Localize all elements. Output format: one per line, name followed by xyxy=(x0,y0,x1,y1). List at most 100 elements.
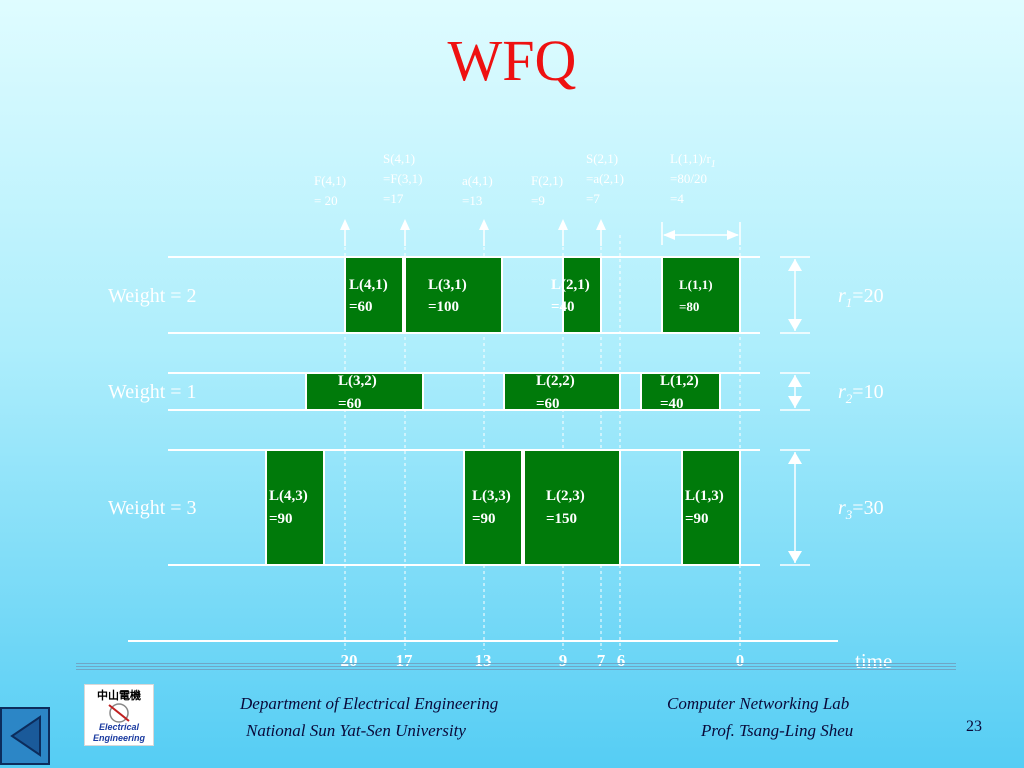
rate-value: =20 xyxy=(852,285,883,307)
rate-subscript: 3 xyxy=(845,507,853,522)
rate-symbol: r xyxy=(838,497,846,519)
rate-symbol: r xyxy=(838,381,846,403)
footer-department: Department of Electrical Engineering xyxy=(240,694,499,713)
arrowhead-icon xyxy=(788,259,802,271)
packet-length-label: L(3,2) xyxy=(338,373,377,389)
packet-length-value: =40 xyxy=(551,299,575,315)
packet-length-label: L(2,1) xyxy=(551,277,590,293)
event-annotation: =4 xyxy=(670,191,684,206)
wfq-diagram: L(4,1)=60L(3,1)=100L(2,1)=40L(1,1)=80Wei… xyxy=(108,151,884,670)
packet-length-value: =90 xyxy=(685,511,709,527)
left-arrow-icon xyxy=(663,230,675,240)
page-number: 23 xyxy=(966,718,982,735)
footer-lab: Computer Networking Lab xyxy=(667,694,850,713)
up-arrow-icon xyxy=(596,219,606,230)
time-tick-label: 20 xyxy=(341,651,358,670)
packet-box xyxy=(640,372,721,411)
department-logo: 中山電機 Electrical Engineering xyxy=(84,684,154,746)
packet-length-value: =90 xyxy=(269,511,293,527)
event-annotation: F(2,1) xyxy=(531,173,563,188)
weight-label: Weight = 3 xyxy=(108,497,197,519)
packet-length-value: =80 xyxy=(679,299,699,314)
time-tick-label: 9 xyxy=(559,651,568,670)
time-tick-label: 6 xyxy=(617,651,626,670)
time-tick-label: 0 xyxy=(736,651,745,670)
event-annotation: L(1,1)/r1 xyxy=(670,151,716,170)
event-annotation: F(4,1) xyxy=(314,173,346,188)
up-arrow-icon xyxy=(400,219,410,230)
packet-box xyxy=(305,372,424,411)
annotation-subscript: 1 xyxy=(711,159,716,170)
packet-length-label: L(2,3) xyxy=(546,488,585,504)
footer-divider-3 xyxy=(76,669,956,670)
rate-label: r1=20 xyxy=(838,285,884,310)
arrowhead-icon xyxy=(788,452,802,464)
arrowhead-icon xyxy=(788,319,802,331)
packet-box xyxy=(503,372,621,411)
rate-value: =30 xyxy=(852,497,883,519)
event-annotation: = 20 xyxy=(314,193,338,208)
footer-university: National Sun Yat-Sen University xyxy=(246,721,466,740)
event-annotation: =a(2,1) xyxy=(586,171,624,186)
rate-label: r3=30 xyxy=(838,497,884,522)
rate-subscript: 2 xyxy=(846,391,853,406)
event-annotation: =F(3,1) xyxy=(383,171,422,186)
footer-divider xyxy=(76,663,956,664)
logo-chinese: 中山電機 xyxy=(97,688,141,702)
event-annotation: =13 xyxy=(462,193,482,208)
packet-box xyxy=(344,256,404,334)
rate-subscript: 1 xyxy=(846,295,853,310)
event-annotation: =7 xyxy=(586,191,600,206)
packet-length-label: L(2,2) xyxy=(536,373,575,389)
packet-length-value: =60 xyxy=(338,396,362,412)
time-tick-label: 7 xyxy=(597,651,606,670)
logo-line1: Electrical xyxy=(99,722,140,732)
packet-length-label: L(1,3) xyxy=(685,488,724,504)
packet-length-label: L(3,3) xyxy=(472,488,511,504)
time-tick-label: 17 xyxy=(396,651,414,670)
up-arrow-icon xyxy=(558,219,568,230)
weight-label: Weight = 2 xyxy=(108,285,197,307)
event-annotation: =80/20 xyxy=(670,171,707,186)
up-arrow-icon xyxy=(479,219,489,230)
packet-box xyxy=(463,449,523,566)
event-annotation: S(4,1) xyxy=(383,151,415,166)
up-arrow-icon xyxy=(340,219,350,230)
logo-graphic: 中山電機 Electrical Engineering xyxy=(93,688,146,743)
footer-professor: Prof. Tsang-Ling Sheu xyxy=(701,721,854,740)
rate-symbol: r xyxy=(838,285,846,307)
packet-box xyxy=(404,256,503,334)
arrowhead-icon xyxy=(788,396,802,408)
slide-title: WFQ xyxy=(447,28,577,93)
packet-box xyxy=(523,449,621,566)
packet-box xyxy=(562,256,602,334)
packet-length-label: L(4,3) xyxy=(269,488,308,504)
packet-box xyxy=(265,449,325,566)
arrowhead-icon xyxy=(788,551,802,563)
packet-length-value: =60 xyxy=(536,396,560,412)
rate-label: r2=10 xyxy=(838,381,884,406)
rate-value: =10 xyxy=(852,381,883,403)
arrowhead-icon xyxy=(788,375,802,387)
event-annotation: =9 xyxy=(531,193,545,208)
event-annotation: =17 xyxy=(383,191,404,206)
packet-length-value: =60 xyxy=(349,299,373,315)
packet-length-value: =90 xyxy=(472,511,496,527)
packet-length-label: L(4,1) xyxy=(349,277,388,293)
back-button[interactable] xyxy=(0,707,50,765)
right-arrow-icon xyxy=(727,230,739,240)
packet-length-value: =100 xyxy=(428,299,459,315)
packet-length-value: =150 xyxy=(546,511,577,527)
footer-divider-2 xyxy=(76,666,956,667)
logo-line2: Engineering xyxy=(93,733,146,743)
packet-length-label: L(1,2) xyxy=(660,373,699,389)
time-tick-label: 13 xyxy=(475,651,492,670)
event-annotation: a(4,1) xyxy=(462,173,493,188)
event-annotation: S(2,1) xyxy=(586,151,618,166)
packet-length-label: L(1,1) xyxy=(679,277,713,292)
packet-length-label: L(3,1) xyxy=(428,277,467,293)
packet-box xyxy=(661,256,741,334)
packet-length-value: =40 xyxy=(660,396,684,412)
back-arrow-icon xyxy=(10,715,41,757)
packet-box xyxy=(681,449,741,566)
